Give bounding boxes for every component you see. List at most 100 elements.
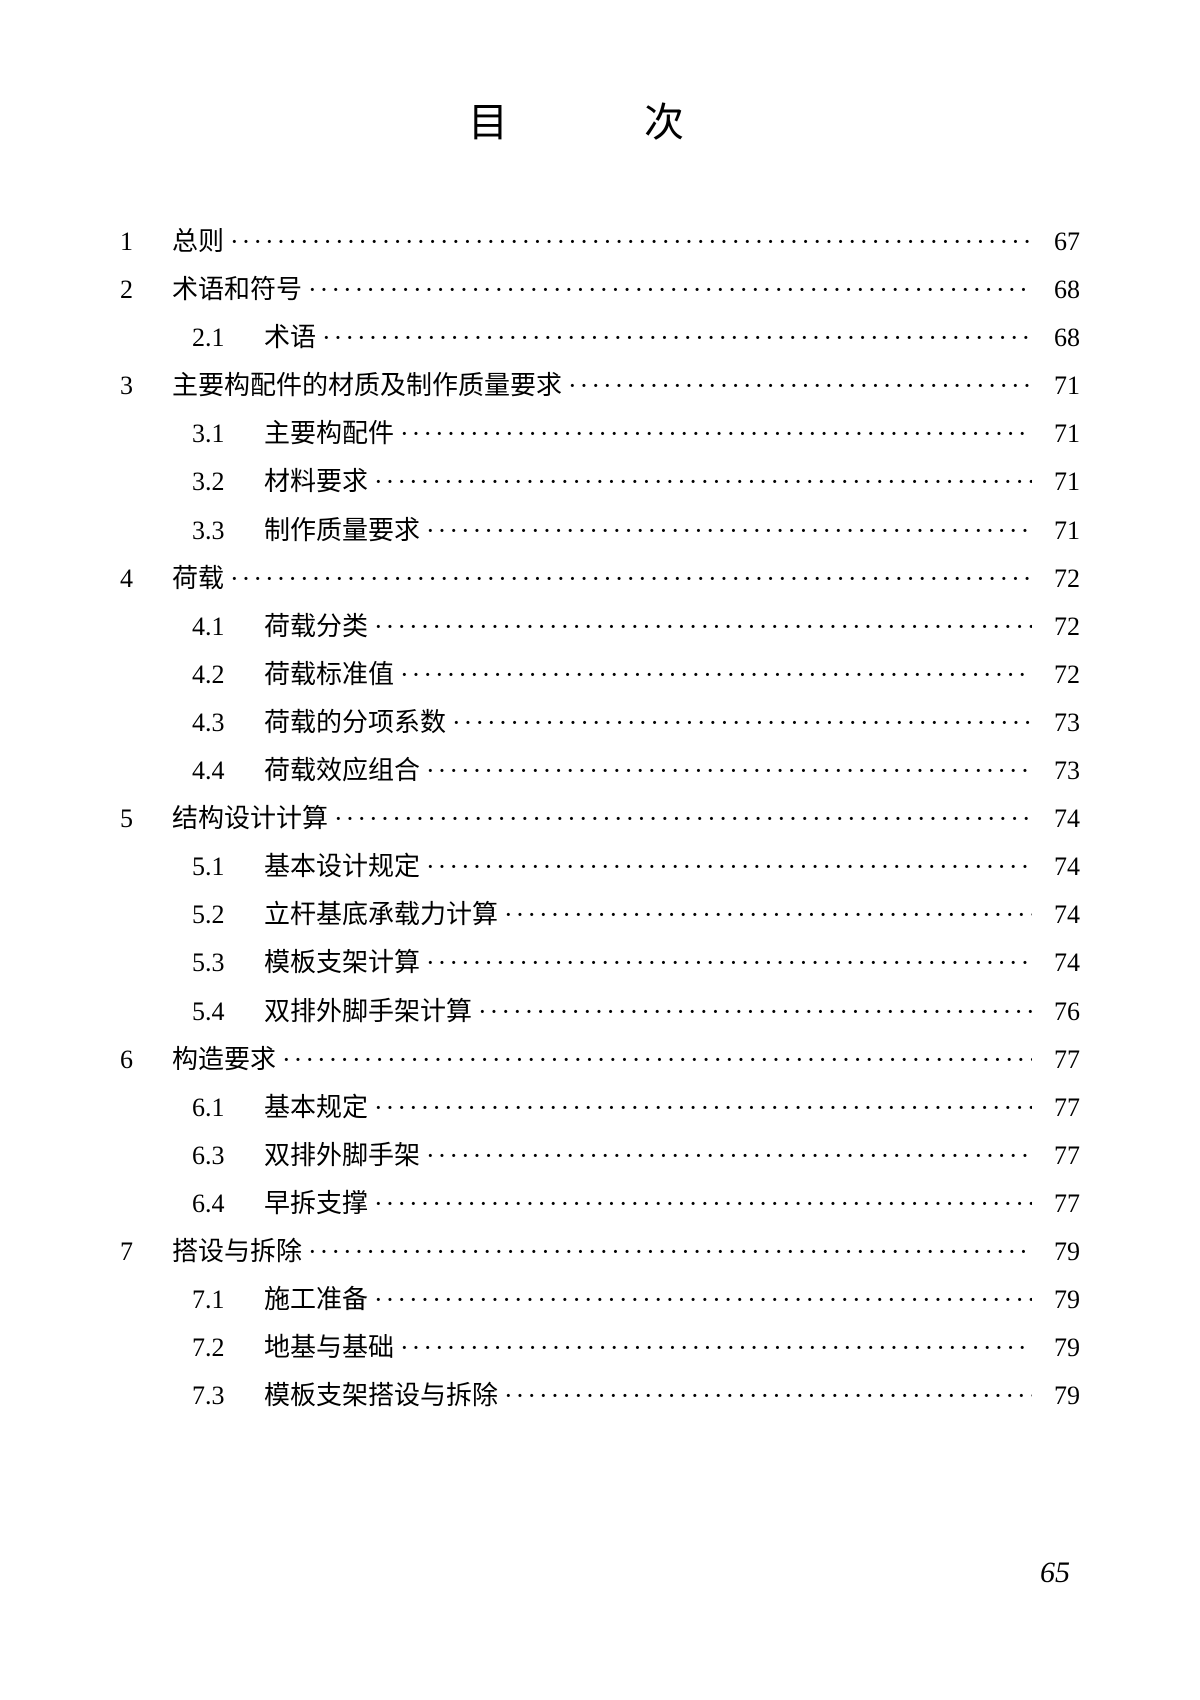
toc-entry-label: 结构设计计算 [172,795,328,843]
toc-leader-dots: ········································… [276,1036,1032,1084]
toc-entry-number: 7.3 [192,1372,264,1420]
toc-entry-number: 7 [120,1228,172,1276]
toc-section-row: 5.1基本设计规定·······························… [120,843,1080,891]
toc-entry-label: 荷载分类 [264,603,368,651]
toc-entry-label: 基本设计规定 [264,843,420,891]
toc-title: 目 次 [120,90,1080,148]
toc-entry-number: 4.1 [192,603,264,651]
toc-entry-page: 79 [1032,1228,1080,1276]
toc-entry-number: 3 [120,362,172,410]
toc-leader-dots: ········································… [498,891,1032,939]
toc-entry-page: 72 [1032,555,1080,603]
toc-entry-label: 荷载效应组合 [264,747,420,795]
toc-section-row: 3.3制作质量要求·······························… [120,507,1080,555]
toc-entry-label: 主要构配件的材质及制作质量要求 [172,362,562,410]
toc-entry-page: 79 [1032,1372,1080,1420]
toc-entry-page: 71 [1032,362,1080,410]
toc-entry-page: 71 [1032,458,1080,506]
toc-entry-number: 6.1 [192,1084,264,1132]
toc-section-row: 4.3荷载的分项系数······························… [120,699,1080,747]
toc-leader-dots: ········································… [420,939,1032,987]
toc-entry-number: 2.1 [192,314,264,362]
toc-entry-number: 5.3 [192,939,264,987]
toc-leader-dots: ········································… [420,747,1032,795]
toc-entry-page: 77 [1032,1180,1080,1228]
toc-entry-label: 制作质量要求 [264,507,420,555]
toc-entry-page: 79 [1032,1324,1080,1372]
toc-entry-number: 6 [120,1036,172,1084]
toc-entry-number: 2 [120,266,172,314]
toc-entry-number: 5 [120,795,172,843]
toc-entry-page: 74 [1032,939,1080,987]
toc-entry-number: 7.2 [192,1324,264,1372]
toc-entry-label: 模板支架计算 [264,939,420,987]
toc-entry-label: 搭设与拆除 [172,1228,302,1276]
toc-entry-label: 构造要求 [172,1036,276,1084]
toc-entry-page: 72 [1032,651,1080,699]
toc-section-row: 7.1施工准备·································… [120,1276,1080,1324]
toc-entry-page: 71 [1032,410,1080,458]
toc-section-row: 4.4荷载效应组合·······························… [120,747,1080,795]
toc-leader-dots: ········································… [562,362,1032,410]
toc-entry-page: 74 [1032,843,1080,891]
toc-entry-page: 72 [1032,603,1080,651]
toc-entry-number: 5.2 [192,891,264,939]
toc-leader-dots: ········································… [368,603,1032,651]
toc-entry-label: 模板支架搭设与拆除 [264,1372,498,1420]
toc-section-row: 5.4双排外脚手架计算·····························… [120,988,1080,1036]
toc-entry-label: 总则 [172,218,224,266]
toc-entry-number: 5.4 [192,988,264,1036]
toc-entry-page: 68 [1032,266,1080,314]
toc-entry-page: 74 [1032,795,1080,843]
toc-entry-label: 术语 [264,314,316,362]
toc-list: 1总则 ·····································… [120,218,1080,1420]
toc-entry-number: 7.1 [192,1276,264,1324]
toc-leader-dots: ········································… [368,1084,1032,1132]
toc-entry-label: 立杆基底承载力计算 [264,891,498,939]
toc-page: 目 次 1总则 ·································… [0,0,1200,1480]
toc-chapter-row: 3主要构配件的材质及制作质量要求························… [120,362,1080,410]
toc-entry-number: 5.1 [192,843,264,891]
toc-entry-number: 1 [120,218,172,266]
toc-section-row: 6.4早拆支撑·································… [120,1180,1080,1228]
toc-entry-page: 67 [1032,218,1080,266]
toc-chapter-row: 2术语和符号··································… [120,266,1080,314]
toc-entry-page: 79 [1032,1276,1080,1324]
toc-entry-page: 71 [1032,507,1080,555]
toc-entry-page: 76 [1032,988,1080,1036]
toc-entry-label: 荷载 [172,555,224,603]
toc-chapter-row: 1总则·····································… [120,218,1080,266]
toc-section-row: 7.2地基与基础································… [120,1324,1080,1372]
toc-section-row: 3.2材料要求·································… [120,458,1080,506]
toc-entry-label: 术语和符号 [172,266,302,314]
toc-leader-dots: ········································… [224,555,1032,603]
page-number: 65 [1040,1556,1070,1590]
toc-leader-dots: ········································… [420,1132,1032,1180]
toc-entry-number: 4 [120,555,172,603]
toc-chapter-row: 5结构设计计算·································… [120,795,1080,843]
toc-entry-page: 73 [1032,747,1080,795]
toc-entry-label: 荷载的分项系数 [264,699,446,747]
toc-leader-dots: ········································… [316,314,1032,362]
toc-section-row: 7.3模板支架搭设与拆除····························… [120,1372,1080,1420]
toc-entry-label: 荷载标准值 [264,651,394,699]
toc-entry-page: 68 [1032,314,1080,362]
toc-section-row: 5.3模板支架计算·······························… [120,939,1080,987]
toc-leader-dots: ········································… [472,988,1032,1036]
toc-entry-label: 材料要求 [264,458,368,506]
toc-entry-page: 73 [1032,699,1080,747]
toc-entry-label: 主要构配件 [264,410,394,458]
toc-section-row: 2.1术语···································… [120,314,1080,362]
toc-section-row: 4.2荷载标准值································… [120,651,1080,699]
toc-section-row: 5.2立杆基底承载力计算····························… [120,891,1080,939]
toc-leader-dots: ········································… [394,410,1032,458]
toc-chapter-row: 7搭设与拆除··································… [120,1228,1080,1276]
toc-entry-number: 4.4 [192,747,264,795]
toc-leader-dots: ········································… [498,1372,1032,1420]
toc-section-row: 3.1主要构配件································… [120,410,1080,458]
toc-section-row: 4.1荷载分类·································… [120,603,1080,651]
toc-entry-page: 77 [1032,1084,1080,1132]
toc-entry-number: 4.3 [192,699,264,747]
toc-leader-dots: ········································… [328,795,1032,843]
toc-entry-number: 6.3 [192,1132,264,1180]
